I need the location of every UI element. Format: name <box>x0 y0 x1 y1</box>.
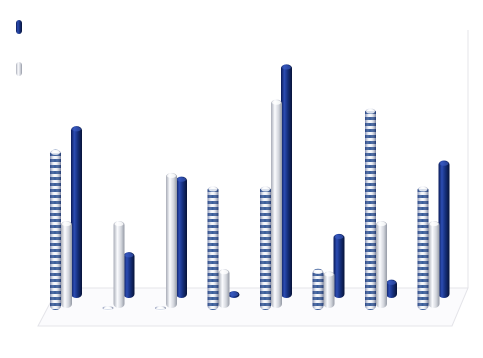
bar-back-navy-1 <box>71 126 82 298</box>
bar-middle-silver-4-cap <box>220 270 229 274</box>
bar-front-striped-1-cap <box>51 150 60 154</box>
floor-plane <box>38 288 468 326</box>
bar-back-navy-1-cap <box>72 127 81 131</box>
bar-front-striped-8-shading <box>418 186 429 310</box>
bar-back-navy-8-cap <box>440 161 449 165</box>
bar-middle-silver-7 <box>376 221 387 308</box>
bar-back-navy-4-cap <box>230 292 239 296</box>
bar-middle-silver-6 <box>324 271 335 308</box>
bar-front-striped-4-cap <box>209 187 218 191</box>
bar-back-navy-3-cap <box>177 177 186 181</box>
bar-middle-silver-2-cap <box>115 222 124 226</box>
bar-front-striped-6-cap <box>314 270 323 274</box>
legend-swatch-2 <box>16 62 22 76</box>
bar-middle-silver-7-cap <box>377 222 386 226</box>
bar-middle-silver-2 <box>114 221 125 308</box>
bar-middle-silver-1-cap <box>62 222 71 226</box>
bar-middle-silver-3 <box>166 173 177 308</box>
bar-middle-silver-6-cap <box>325 272 334 276</box>
bar-front-striped-3-cap <box>156 307 165 311</box>
bar-back-navy-6 <box>334 234 345 298</box>
bar-front-striped-2-cap <box>104 307 113 311</box>
bar-back-navy-2 <box>124 252 135 298</box>
bar-back-navy-3 <box>176 177 187 298</box>
bar-front-striped-1-shading <box>50 150 61 310</box>
bar-middle-silver-1 <box>61 221 72 308</box>
bar-front-striped-7-cap <box>366 109 375 113</box>
bar-middle-silver-5 <box>271 100 282 308</box>
bar-back-navy-5-cap <box>282 65 291 69</box>
bar-front-striped-4-shading <box>208 186 219 310</box>
bar-back-navy-5 <box>281 64 292 298</box>
legend <box>16 20 22 76</box>
bar-middle-silver-5-cap <box>272 100 281 104</box>
bar-front-striped-5-cap <box>261 187 270 191</box>
chart-floor <box>38 288 468 326</box>
bar-back-navy-8 <box>439 161 450 298</box>
bar-middle-silver-3-cap <box>167 174 176 178</box>
bar-back-navy-7-cap <box>387 280 396 284</box>
bar-middle-silver-4 <box>219 269 230 308</box>
bar-back-navy-6-cap <box>335 235 344 239</box>
bars-group <box>50 64 450 311</box>
bar-back-navy-2-cap <box>125 253 134 257</box>
bar-front-striped-6-shading <box>313 269 324 310</box>
bar-front-striped-7-shading <box>365 108 376 310</box>
bar-front-striped-5-shading <box>260 186 271 310</box>
bar-middle-silver-8-cap <box>430 222 439 226</box>
bar-middle-silver-8 <box>429 221 440 308</box>
legend-swatch-1 <box>16 20 22 34</box>
bar-front-striped-8-cap <box>419 187 428 191</box>
